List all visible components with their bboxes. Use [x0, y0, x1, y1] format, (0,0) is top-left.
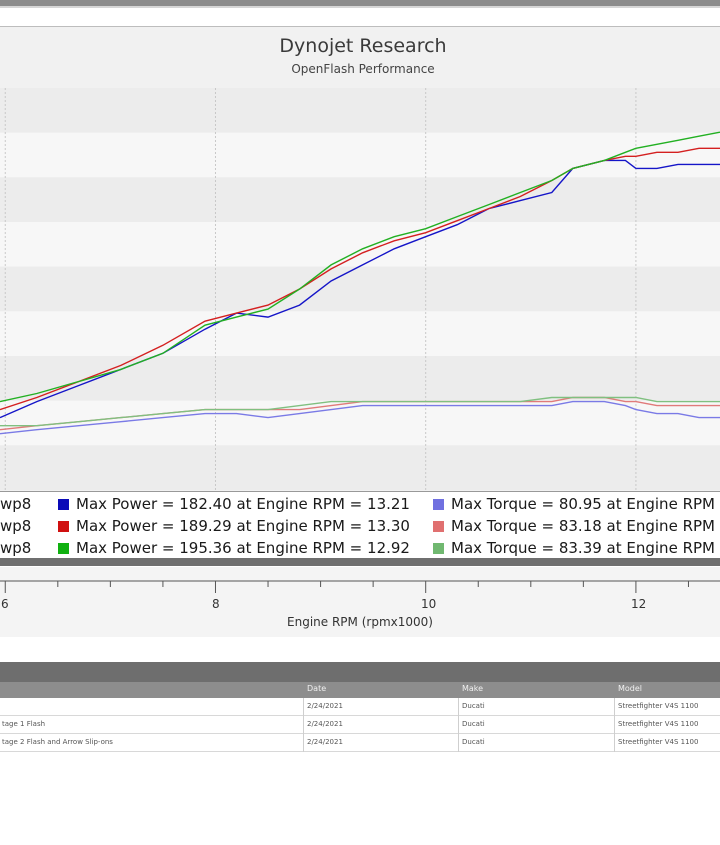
plot-band — [0, 356, 720, 401]
legend: wp8 Max Power = 182.40 at Engine RPM = 1… — [0, 491, 720, 559]
legend-run-name: wp8 — [0, 517, 32, 535]
cell-make: Ducati — [462, 702, 485, 710]
table-row[interactable]: tage 2 Flash and Arrow Slip-ons 2/24/202… — [0, 734, 720, 752]
plot-band — [0, 132, 720, 178]
x-tick-label: 6 — [1, 597, 9, 611]
chart-title: Dynojet Research — [279, 35, 447, 57]
x-axis-panel — [0, 567, 720, 637]
cell-model: Streetfighter V4S 1100 — [618, 720, 699, 728]
legend-torque-label: Max Torque = 83.18 at Engine RPM = — [451, 517, 720, 535]
legend-run-name: wp8 — [0, 495, 32, 513]
axis-separator — [0, 558, 720, 566]
series-line-torque — [0, 396, 720, 427]
cell-model: Streetfighter V4S 1100 — [618, 702, 699, 710]
series-line-power — [0, 131, 720, 403]
chart-subtitle: OpenFlash Performance — [291, 62, 435, 76]
column-divider — [303, 698, 304, 752]
column-header-model[interactable]: Model — [618, 684, 643, 693]
series-line-power — [0, 147, 720, 411]
legend-swatch — [58, 521, 69, 532]
plot-band — [0, 266, 720, 312]
legend-row: wp8 Max Power = 189.29 at Engine RPM = 1… — [0, 515, 720, 537]
dyno-plot — [0, 88, 720, 490]
x-tick-label: 12 — [631, 597, 647, 611]
x-tick-label: 8 — [212, 597, 220, 611]
run-grid-header: Date Make Model — [0, 682, 720, 698]
legend-power-label: Max Power = 182.40 at Engine RPM = 13.21 — [76, 495, 410, 513]
legend-torque-label: Max Torque = 83.39 at Engine RPM = — [451, 539, 720, 557]
cell-date: 2/24/2021 — [307, 720, 343, 728]
plot-band — [0, 445, 720, 490]
window-top-divider — [0, 6, 720, 8]
plot-band — [0, 400, 720, 446]
cell-date: 2/24/2021 — [307, 702, 343, 710]
window-top-bar — [0, 0, 720, 6]
table-row[interactable]: 2/24/2021 Ducati Streetfighter V4S 1100 — [0, 698, 720, 716]
run-grid-toolbar — [0, 662, 720, 682]
column-header-make[interactable]: Make — [462, 684, 484, 693]
legend-swatch — [433, 521, 444, 532]
legend-swatch — [58, 499, 69, 510]
cell-date: 2/24/2021 — [307, 738, 343, 746]
legend-torque-label: Max Torque = 80.95 at Engine RPM = — [451, 495, 720, 513]
column-divider — [614, 698, 615, 752]
legend-power-label: Max Power = 195.36 at Engine RPM = 12.92 — [76, 539, 410, 557]
column-divider — [458, 698, 459, 752]
plot-band — [0, 177, 720, 222]
legend-power-label: Max Power = 189.29 at Engine RPM = 13.30 — [76, 517, 410, 535]
legend-run-name: wp8 — [0, 539, 32, 557]
x-axis-ticks — [0, 580, 720, 593]
cell-make: Ducati — [462, 738, 485, 746]
plot-band — [0, 311, 720, 356]
legend-swatch — [58, 543, 69, 554]
column-header-date[interactable]: Date — [307, 684, 327, 693]
legend-row: wp8 Max Power = 195.36 at Engine RPM = 1… — [0, 537, 720, 559]
plot-band — [0, 222, 720, 267]
legend-swatch — [433, 499, 444, 510]
x-axis-title: Engine RPM (rpmx1000) — [287, 615, 433, 629]
series-line-torque — [0, 400, 720, 435]
legend-row: wp8 Max Power = 182.40 at Engine RPM = 1… — [0, 493, 720, 515]
cell-make: Ducati — [462, 720, 485, 728]
cell-run-name: tage 1 Flash — [2, 720, 46, 728]
legend-swatch — [433, 543, 444, 554]
cell-run-name: tage 2 Flash and Arrow Slip-ons — [2, 738, 113, 746]
table-row[interactable]: tage 1 Flash 2/24/2021 Ducati Streetfigh… — [0, 716, 720, 734]
plot-band — [0, 88, 720, 133]
cell-model: Streetfighter V4S 1100 — [618, 738, 699, 746]
x-tick-label: 10 — [421, 597, 437, 611]
